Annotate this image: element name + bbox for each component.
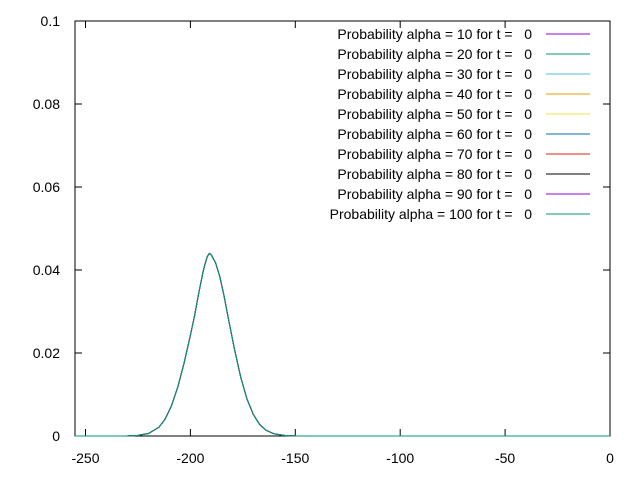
series-line-3 bbox=[75, 252, 610, 437]
series-line-6 bbox=[75, 252, 610, 437]
series-line-1 bbox=[75, 252, 610, 437]
x-tick-label: -50 bbox=[495, 450, 515, 466]
x-tick-label: -200 bbox=[176, 450, 204, 466]
legend-label: Probability alpha = 20 for t = 0 bbox=[337, 46, 532, 62]
x-tick-label: -250 bbox=[71, 450, 99, 466]
series-line-5 bbox=[75, 252, 610, 437]
legend-label: Probability alpha = 10 for t = 0 bbox=[337, 26, 532, 42]
series-lines bbox=[75, 252, 610, 437]
y-tick-label: 0.1 bbox=[41, 13, 61, 29]
series-line-7 bbox=[75, 252, 610, 437]
legend-label: Probability alpha = 100 for t = 0 bbox=[330, 206, 533, 222]
legend-label: Probability alpha = 70 for t = 0 bbox=[337, 146, 532, 162]
y-tick-label: 0.08 bbox=[33, 96, 60, 112]
y-axis: 0 0.02 0.04 0.06 0.08 0.1 bbox=[33, 13, 610, 444]
y-tick-label: 0.06 bbox=[33, 179, 60, 195]
y-tick-label: 0.04 bbox=[33, 262, 60, 278]
legend-label: Probability alpha = 90 for t = 0 bbox=[337, 186, 532, 202]
series-line-4 bbox=[75, 252, 610, 437]
legend-label: Probability alpha = 80 for t = 0 bbox=[337, 166, 532, 182]
x-tick-label: -150 bbox=[281, 450, 309, 466]
series-line-2 bbox=[75, 252, 610, 437]
legend: Probability alpha = 10 for t = 0 Probabil… bbox=[330, 26, 590, 222]
legend-label: Probability alpha = 30 for t = 0 bbox=[337, 66, 532, 82]
legend-label: Probability alpha = 50 for t = 0 bbox=[337, 106, 532, 122]
y-tick-label: 0.02 bbox=[33, 345, 60, 361]
series-line-10 bbox=[75, 252, 610, 437]
legend-label: Probability alpha = 40 for t = 0 bbox=[337, 86, 532, 102]
legend-label: Probability alpha = 60 for t = 0 bbox=[337, 126, 532, 142]
x-tick-label: 0 bbox=[606, 450, 614, 466]
y-tick-label: 0 bbox=[52, 428, 60, 444]
series-line-8 bbox=[75, 252, 610, 437]
series-line-9 bbox=[75, 252, 610, 437]
x-tick-label: -100 bbox=[386, 450, 414, 466]
plot-frame bbox=[74, 20, 611, 437]
x-axis: -250 -200 -150 -100 -50 0 bbox=[71, 21, 614, 466]
